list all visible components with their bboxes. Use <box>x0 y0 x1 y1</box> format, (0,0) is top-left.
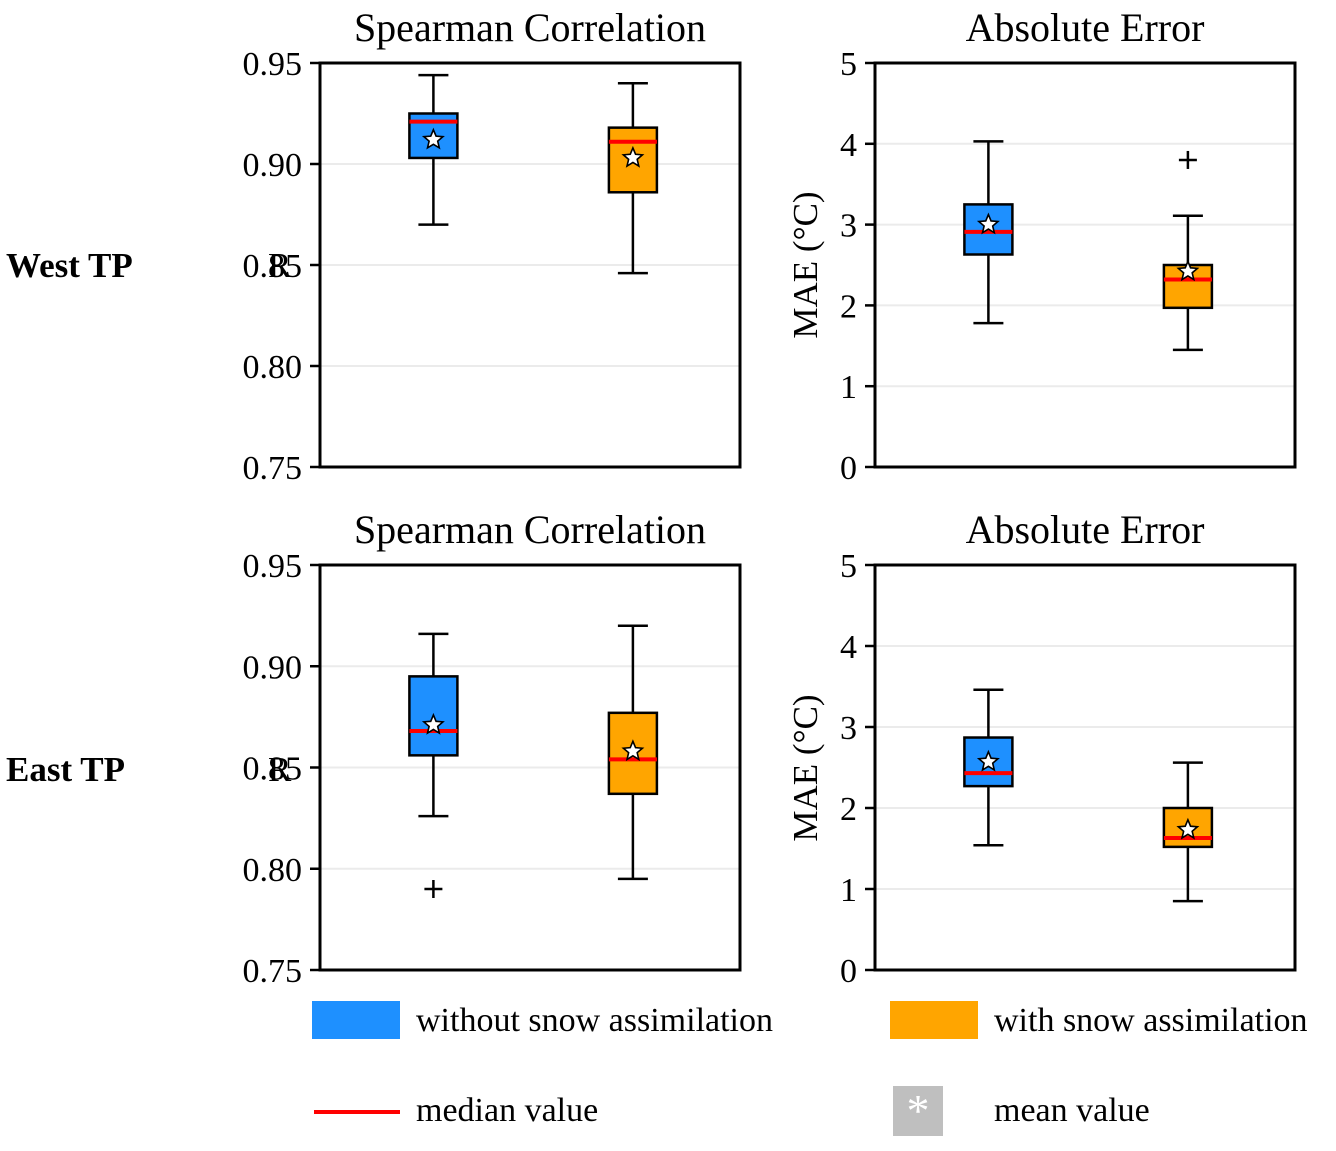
mean-star-marker <box>1176 817 1200 840</box>
y-tick-label: 0.90 <box>243 147 303 184</box>
legend-median-line <box>314 1110 400 1114</box>
y-tick-label: 0.80 <box>243 852 303 889</box>
mean-star-marker <box>421 712 445 735</box>
y-axis-label-r-west: R <box>268 246 292 285</box>
plot-area: 0 1 2 3 4 5 <box>840 548 1297 990</box>
legend-mean-marker: * <box>893 1086 943 1136</box>
panel-title-east-error: Absolute Error <box>965 507 1205 552</box>
boxplot-without-assimilation <box>963 688 1014 847</box>
y-tick-label: 0.75 <box>243 953 303 990</box>
mean-star-marker <box>976 749 1000 772</box>
y-axis-label-mae-west: MAE (°C) <box>786 191 825 339</box>
axes-frame <box>318 563 742 972</box>
y-axis-label-r-east: R <box>268 750 292 789</box>
y-tick-label: 4 <box>840 629 857 666</box>
mean-star-marker <box>621 145 645 168</box>
y-tick-label: 0.95 <box>243 548 303 585</box>
panel-east-error: 0 1 2 3 4 5 <box>840 548 1297 990</box>
mean-star-marker <box>1176 259 1200 282</box>
panel-title-east-correlation: Spearman Correlation <box>353 507 707 552</box>
legend-label-median: median value <box>416 1092 599 1129</box>
boxplot-without-assimilation <box>408 73 459 226</box>
boxplot-with-assimilation <box>1162 150 1214 352</box>
mean-star-marker <box>621 739 645 762</box>
legend-swatch-without <box>312 1001 400 1039</box>
panel-east-correlation: 0.75 0.80 0.85 0.90 0.95 <box>243 548 742 990</box>
axes-frame <box>873 61 1297 469</box>
y-tick-label: 3 <box>840 208 857 245</box>
panel-title-west-error: Absolute Error <box>965 5 1205 50</box>
y-tick-label: 2 <box>840 288 857 325</box>
y-tick-label: 5 <box>840 548 857 585</box>
y-axis-label-mae-east: MAE (°C) <box>786 694 825 842</box>
boxplot-with-assimilation <box>607 624 659 881</box>
panel-west-correlation: 0.75 0.80 0.85 0.90 0.95 <box>243 46 742 487</box>
y-tick-label: 4 <box>840 127 857 164</box>
y-tick-label: 5 <box>840 46 857 83</box>
y-tick-label: 0 <box>840 953 857 990</box>
y-tick-label: 0 <box>840 450 857 487</box>
panel-title-west-correlation: Spearman Correlation <box>353 5 707 50</box>
boxplot-with-assimilation <box>1162 761 1214 903</box>
axes-frame <box>318 61 742 469</box>
plot-area: 0.75 0.80 0.85 0.90 0.95 <box>243 548 742 990</box>
y-tick-label: 0.95 <box>243 46 303 83</box>
boxplot-without-assimilation <box>963 140 1014 325</box>
y-tick-label: 0.85 <box>243 751 303 788</box>
axes-frame <box>873 563 1297 972</box>
row-label-east-tp: East TP <box>6 750 125 789</box>
plot-area: 0 1 2 3 4 5 <box>840 46 1297 487</box>
legend-label-with: with snow assimilation <box>994 1002 1308 1039</box>
boxplot-with-assimilation <box>607 81 659 275</box>
y-tick-label: 1 <box>840 872 857 909</box>
row-label-west-tp: West TP <box>6 246 133 285</box>
panel-west-error: 0 1 2 3 4 5 <box>840 46 1297 487</box>
legend-label-without: without snow assimilation <box>416 1002 773 1039</box>
y-tick-label: 3 <box>840 710 857 747</box>
y-tick-label: 0.85 <box>243 248 303 285</box>
boxplot-without-assimilation <box>408 632 459 898</box>
y-tick-label: 0.75 <box>243 450 303 487</box>
mean-star-marker <box>976 212 1000 235</box>
plot-area: 0.75 0.80 0.85 0.90 0.95 <box>243 46 742 487</box>
y-tick-label: 0.80 <box>243 349 303 386</box>
y-tick-label: 1 <box>840 369 857 406</box>
star-icon: * <box>906 1085 930 1136</box>
y-tick-label: 2 <box>840 791 857 828</box>
legend-label-mean: mean value <box>994 1092 1150 1129</box>
legend-swatch-with <box>890 1001 978 1039</box>
mean-star-marker <box>421 127 445 150</box>
y-tick-label: 0.90 <box>243 649 303 686</box>
